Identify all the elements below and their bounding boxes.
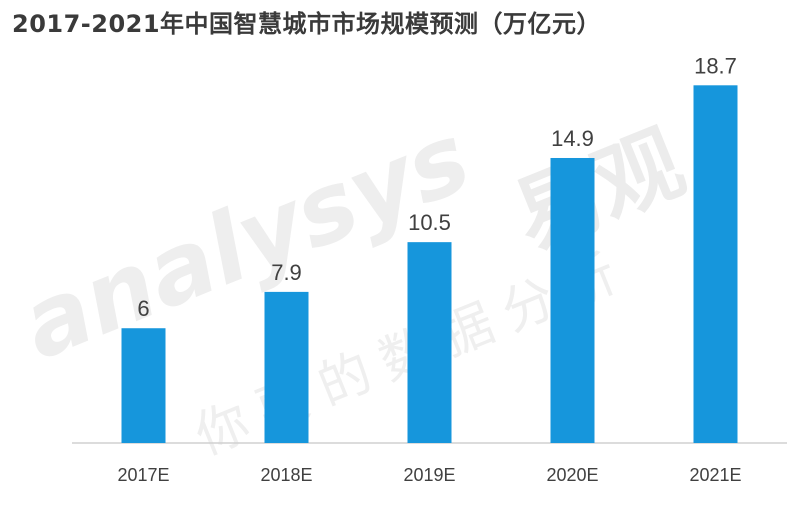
value-label-2018E: 7.9 [271, 260, 302, 285]
bar-2020E [550, 157, 595, 443]
bar-series [121, 85, 738, 444]
x-tick-2019E: 2019E [403, 465, 455, 485]
value-label-2019E: 10.5 [408, 210, 451, 235]
x-tick-2020E: 2020E [546, 465, 598, 485]
bar-2018E [264, 291, 309, 443]
bar-2021E [693, 85, 738, 444]
bar-2019E [407, 242, 452, 443]
x-tick-2018E: 2018E [260, 465, 312, 485]
x-tick-labels: 2017E 2018E 2019E 2020E 2021E [117, 465, 741, 485]
bar-2017E [121, 328, 166, 443]
x-tick-2021E: 2021E [689, 465, 741, 485]
value-label-2021E: 18.7 [694, 53, 737, 78]
value-label-2017E: 6 [137, 296, 149, 321]
value-label-2020E: 14.9 [551, 126, 594, 151]
x-tick-2017E: 2017E [117, 465, 169, 485]
value-labels: 6 7.9 10.5 14.9 18.7 [137, 53, 737, 321]
chart-title: 2017-2021年中国智慧城市市场规模预测（万亿元） [12, 10, 602, 38]
